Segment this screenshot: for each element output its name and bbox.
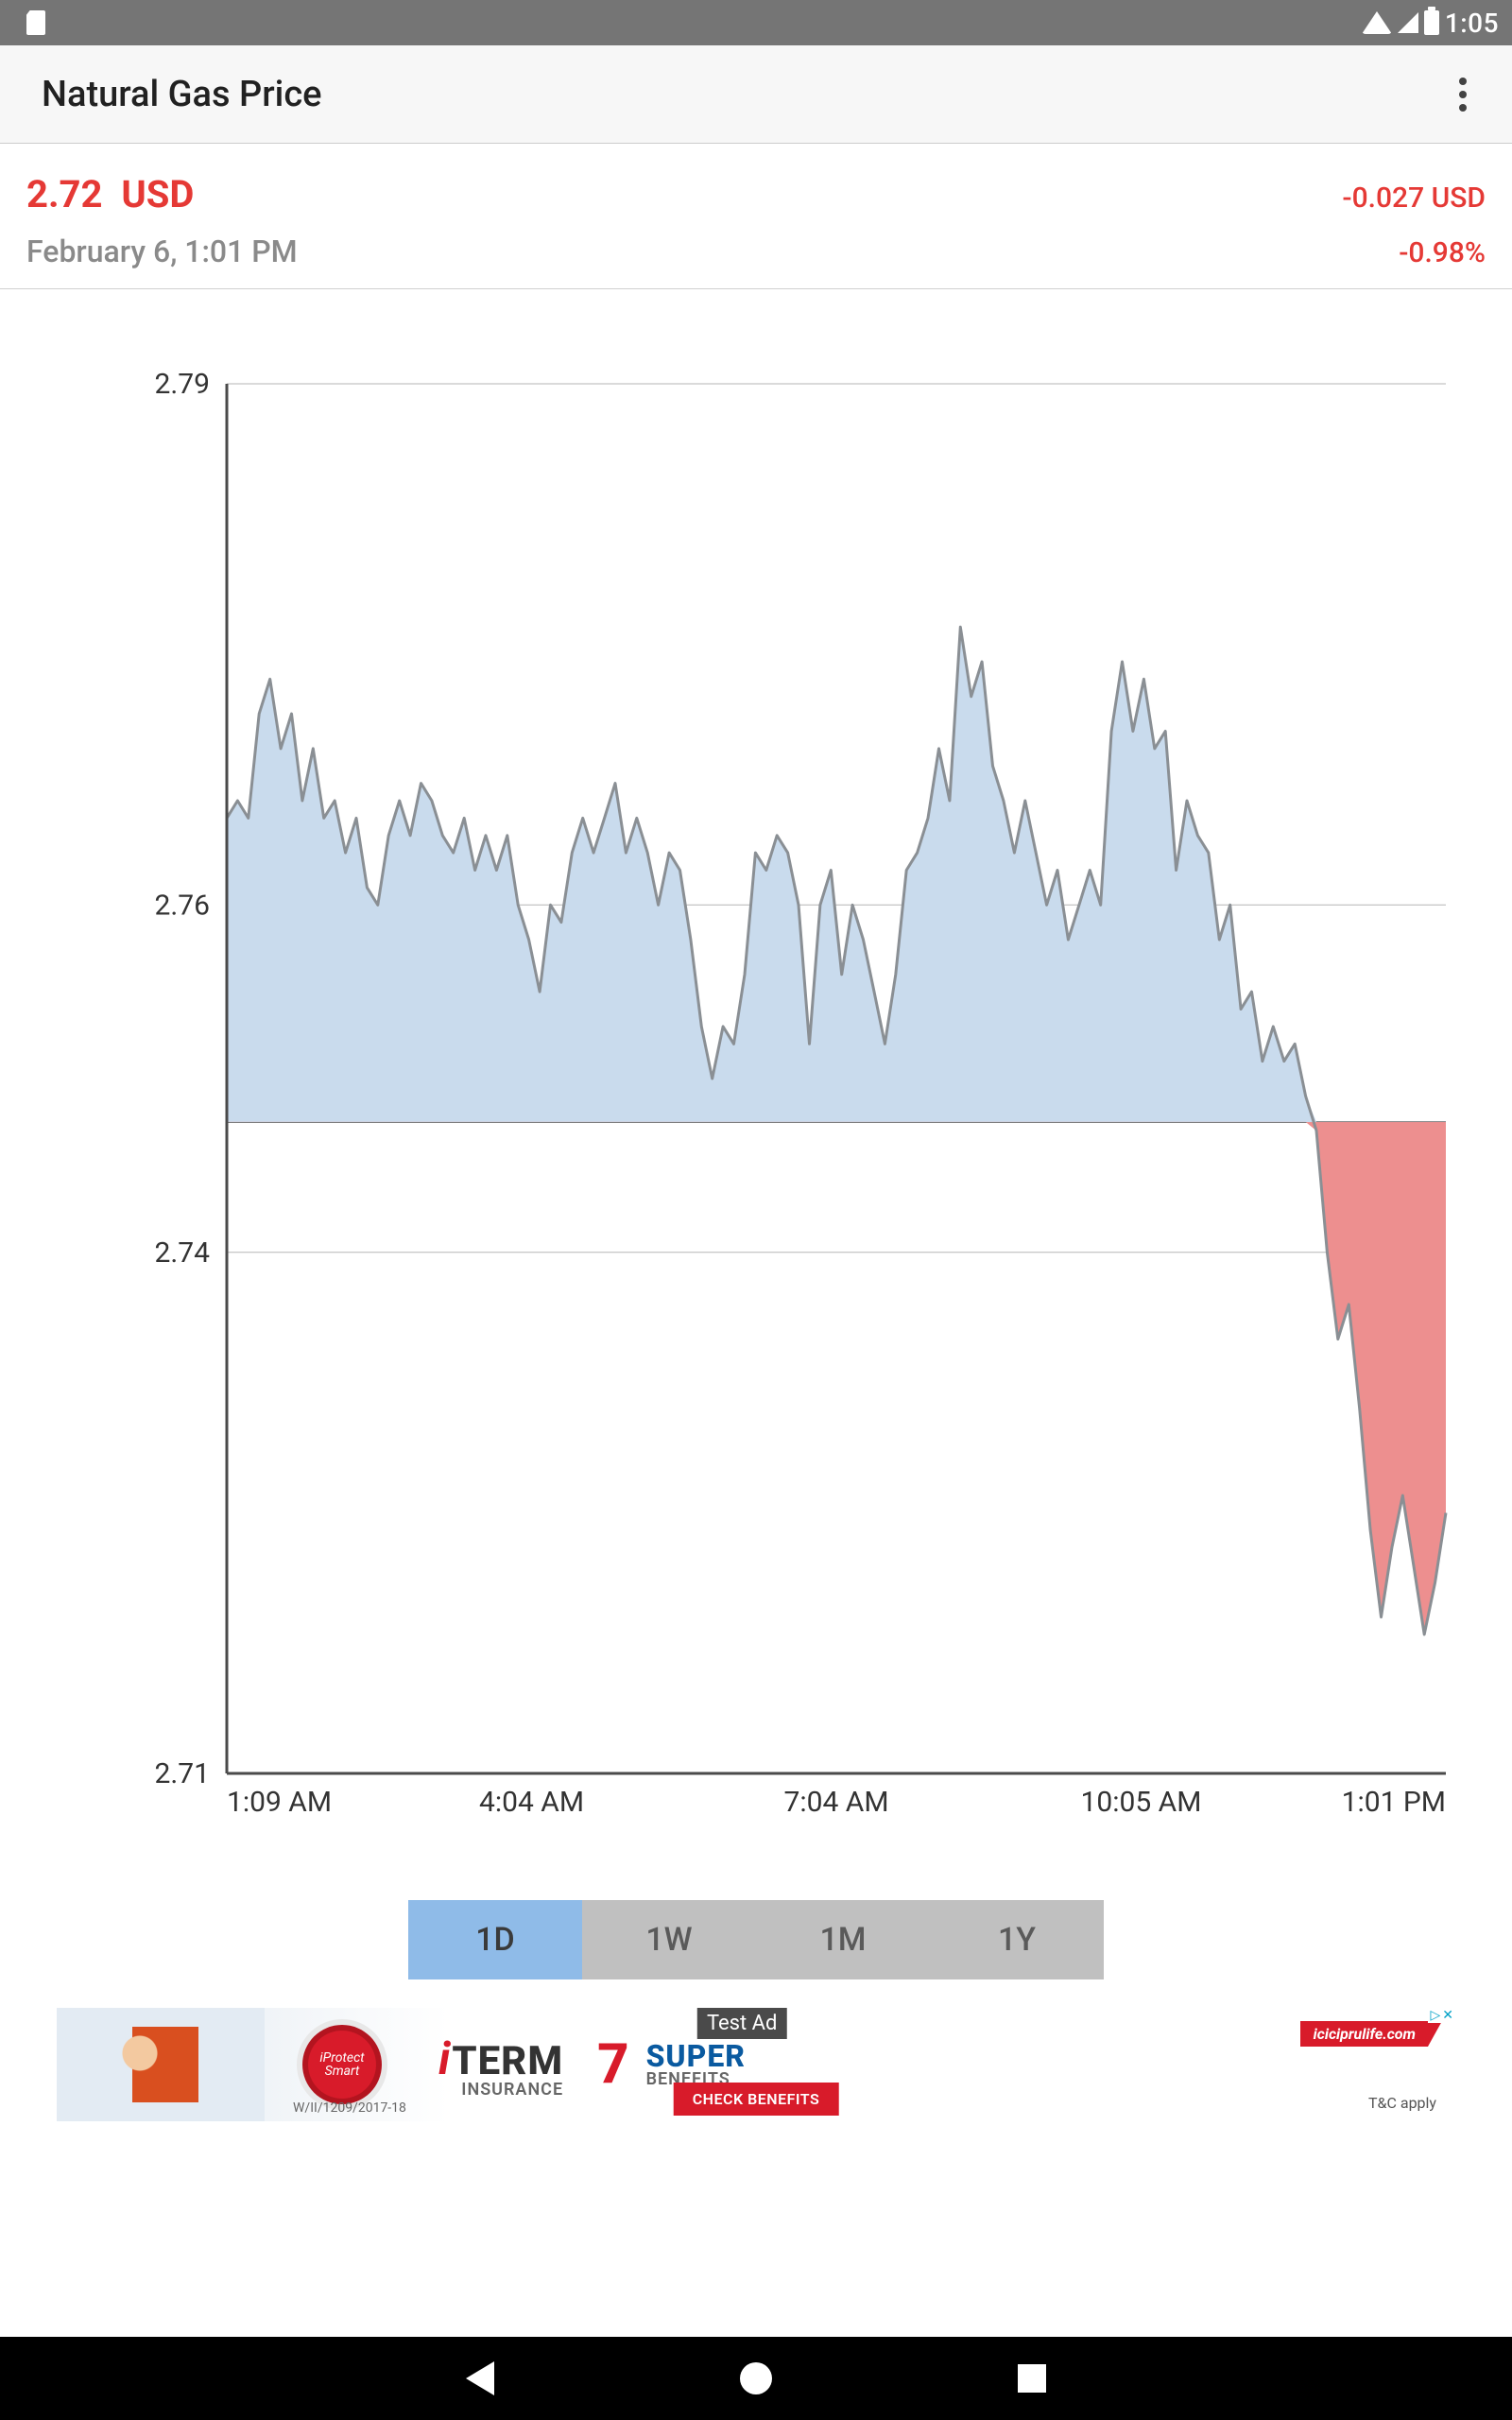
- range-tabs: 1D1W1M1Y: [0, 1900, 1512, 1979]
- ad-brand-pill: iciciprulife.com: [1300, 2021, 1442, 2047]
- price-number: 2.72: [26, 172, 102, 216]
- nav-home-button[interactable]: [740, 2362, 772, 2394]
- ad-badge-text: iProtect Smart: [302, 2051, 382, 2078]
- status-left: [26, 10, 45, 35]
- svg-text:7:04 AM: 7:04 AM: [783, 1786, 888, 1819]
- app-title: Natural Gas Price: [42, 74, 322, 115]
- ad-insurance: INSURANCE: [461, 2082, 563, 2099]
- app-bar: Natural Gas Price: [0, 45, 1512, 144]
- nav-back-button[interactable]: [466, 2361, 494, 2395]
- ad-choices-icon[interactable]: ▷✕: [1428, 2008, 1455, 2023]
- range-tab-1m[interactable]: 1M: [756, 1900, 930, 1979]
- ad-italic-i: i: [438, 2031, 450, 2085]
- price-chart-container: 2.79 2.76 2.74 2.71 1:09 AM 4:04 AM 7:04 AM 10:…: [0, 289, 1512, 1868]
- android-nav-bar: [0, 2337, 1512, 2420]
- price-timestamp: February 6, 1:01 PM: [26, 233, 298, 269]
- status-clock: 1:05: [1445, 8, 1499, 39]
- ad-image: [57, 2008, 265, 2121]
- wifi-icon: [1362, 11, 1392, 34]
- svg-text:2.76: 2.76: [155, 889, 211, 922]
- ad-banner[interactable]: iProtect Smart W/II/1209/2017-18 i TERM …: [57, 2008, 1455, 2121]
- svg-text:2.74: 2.74: [155, 1236, 211, 1270]
- ad-regulatory: W/II/1209/2017-18: [293, 2100, 406, 2116]
- ad-badge-icon: iProtect Smart: [302, 2025, 382, 2104]
- ad-super: SUPER: [646, 2041, 746, 2071]
- price-currency: USD: [121, 172, 194, 216]
- ad-term: TERM: [452, 2042, 563, 2082]
- range-tab-1y[interactable]: 1Y: [930, 1900, 1104, 1979]
- svg-text:10:05 AM: 10:05 AM: [1081, 1786, 1202, 1819]
- svg-text:2.79: 2.79: [155, 368, 211, 401]
- price-header: 2.72 USD -0.027 USD February 6, 1:01 PM …: [0, 144, 1512, 289]
- svg-text:1:01 PM: 1:01 PM: [1342, 1786, 1446, 1819]
- svg-text:2.71: 2.71: [155, 1757, 211, 1790]
- more-options-button[interactable]: [1440, 72, 1486, 117]
- price-chart[interactable]: 2.79 2.76 2.74 2.71 1:09 AM 4:04 AM 7:04 AM 10:…: [38, 327, 1474, 1868]
- range-tab-1w[interactable]: 1W: [582, 1900, 756, 1979]
- android-status-bar: 1:05: [0, 0, 1512, 45]
- price-delta-absolute: -0.027 USD: [1342, 182, 1486, 215]
- ad-cta-button[interactable]: CHECK BENEFITS: [674, 2083, 839, 2116]
- svg-text:4:04 AM: 4:04 AM: [479, 1786, 584, 1819]
- ad-test-label: Test Ad: [697, 2008, 787, 2039]
- ad-seven: 7: [597, 2032, 628, 2097]
- ad-terms: T&C apply: [1368, 2094, 1436, 2112]
- cell-signal-icon: [1398, 12, 1418, 33]
- nav-recent-button[interactable]: [1018, 2364, 1046, 2393]
- status-right: 1:05: [1362, 8, 1499, 39]
- svg-text:1:09 AM: 1:09 AM: [227, 1786, 332, 1819]
- range-tab-1d[interactable]: 1D: [408, 1900, 582, 1979]
- battery-icon: [1424, 10, 1439, 35]
- more-vert-icon: [1459, 91, 1467, 98]
- price-delta-percent: -0.98%: [1399, 236, 1486, 269]
- sd-card-icon: [26, 10, 45, 35]
- price-value: 2.72 USD: [26, 172, 194, 216]
